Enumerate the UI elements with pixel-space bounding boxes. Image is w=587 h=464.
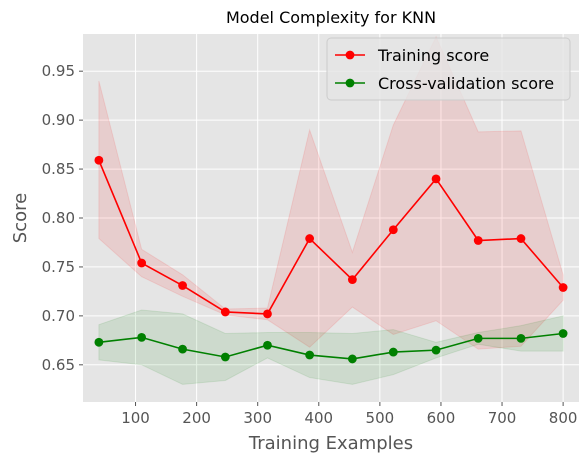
y-tick-label: 0.95 [42, 62, 75, 80]
cv-point [388, 347, 398, 357]
cv-point [263, 340, 272, 350]
training-point [516, 234, 526, 243]
cv-point [473, 333, 483, 343]
training-point [347, 275, 357, 285]
cv-point [220, 352, 230, 362]
training-point [178, 281, 187, 290]
cv-band [98, 309, 564, 385]
training-point [94, 155, 104, 165]
legend: Training score Cross-validation score [326, 37, 571, 101]
y-tick-label: 0.80 [42, 209, 75, 227]
cv-point [516, 333, 526, 343]
training-point [220, 307, 230, 317]
training-line [98, 159, 564, 315]
y-axis-ticks: 0.65 0.70 0.75 0.80 0.85 0.90 0.95 [42, 62, 83, 374]
training-point [431, 174, 441, 184]
y-tick-label: 0.90 [42, 111, 75, 129]
x-tick-label: 800 [549, 409, 578, 427]
training-point [305, 234, 315, 243]
training-point [558, 283, 568, 292]
training-legend-marker [345, 50, 355, 60]
cv-point [305, 350, 315, 360]
legend-box [326, 37, 571, 101]
x-tick-label: 600 [427, 409, 456, 427]
x-tick-label: 500 [366, 409, 395, 427]
x-tick-label: 200 [182, 409, 211, 427]
cv-point [431, 345, 441, 355]
cv-point [94, 337, 104, 347]
series-lines [98, 159, 564, 360]
cv-legend-marker [345, 78, 355, 88]
training-point [137, 258, 147, 268]
x-tick-label: 700 [488, 409, 517, 427]
x-tick-label: 400 [304, 409, 333, 427]
cv-legend-label: Cross-validation score [378, 74, 554, 93]
x-tick-label: 300 [243, 409, 272, 427]
training-point [388, 225, 398, 235]
chart-title: Model Complexity for KNN [226, 8, 436, 27]
cv-point [558, 329, 568, 338]
x-tick-label: 100 [121, 409, 150, 427]
y-tick-label: 0.65 [42, 356, 75, 374]
series-points [94, 155, 568, 364]
cv-point [347, 354, 357, 364]
y-tick-label: 0.75 [42, 258, 75, 276]
y-tick-label: 0.70 [42, 307, 75, 325]
y-tick-label: 0.85 [42, 160, 75, 178]
y-axis-label: Score [10, 193, 31, 243]
cv-line [98, 332, 564, 360]
training-legend-label: Training score [377, 46, 489, 65]
cv-point [178, 344, 187, 354]
cv-point [137, 333, 147, 342]
training-point [263, 309, 272, 319]
x-axis-ticks: 100 200 300 400 500 600 700 800 [121, 402, 577, 427]
training-point [473, 236, 483, 245]
x-axis-label: Training Examples [248, 433, 413, 454]
